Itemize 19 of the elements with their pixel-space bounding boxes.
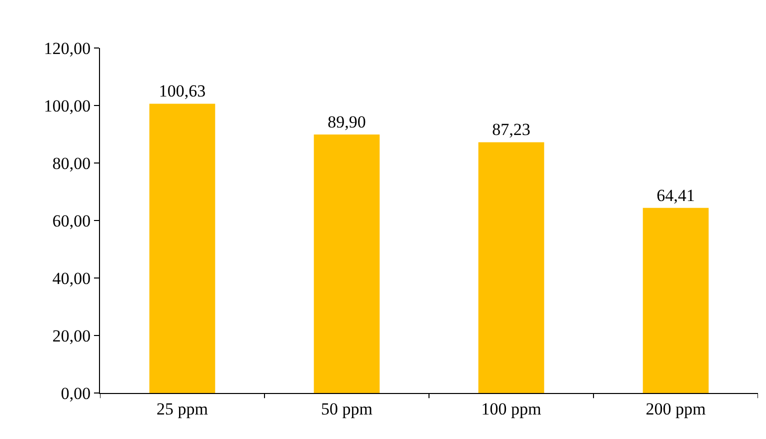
y-tick-label: 100,00 [44, 96, 91, 116]
y-tick-label: 120,00 [44, 38, 91, 58]
bar [478, 142, 544, 393]
data-label: 64,41 [656, 186, 695, 205]
y-tick-label: 80,00 [52, 154, 91, 173]
bar [314, 134, 380, 393]
x-tick-label: 100 ppm [481, 399, 542, 418]
bar [642, 208, 709, 393]
y-tick-label: 20,00 [52, 326, 91, 346]
x-tick-label: 50 ppm [321, 399, 372, 418]
x-tick-label: 200 ppm [646, 399, 706, 418]
bar [149, 104, 216, 393]
x-tick-label: 25 ppm [156, 399, 208, 418]
y-tick-label: 0,00 [60, 384, 91, 403]
data-label: 100,63 [158, 82, 206, 101]
y-tick-label: 60,00 [52, 211, 91, 230]
data-label: 87,23 [492, 120, 530, 140]
y-tick-label: 40,00 [52, 268, 91, 288]
data-label: 89,90 [328, 112, 366, 132]
